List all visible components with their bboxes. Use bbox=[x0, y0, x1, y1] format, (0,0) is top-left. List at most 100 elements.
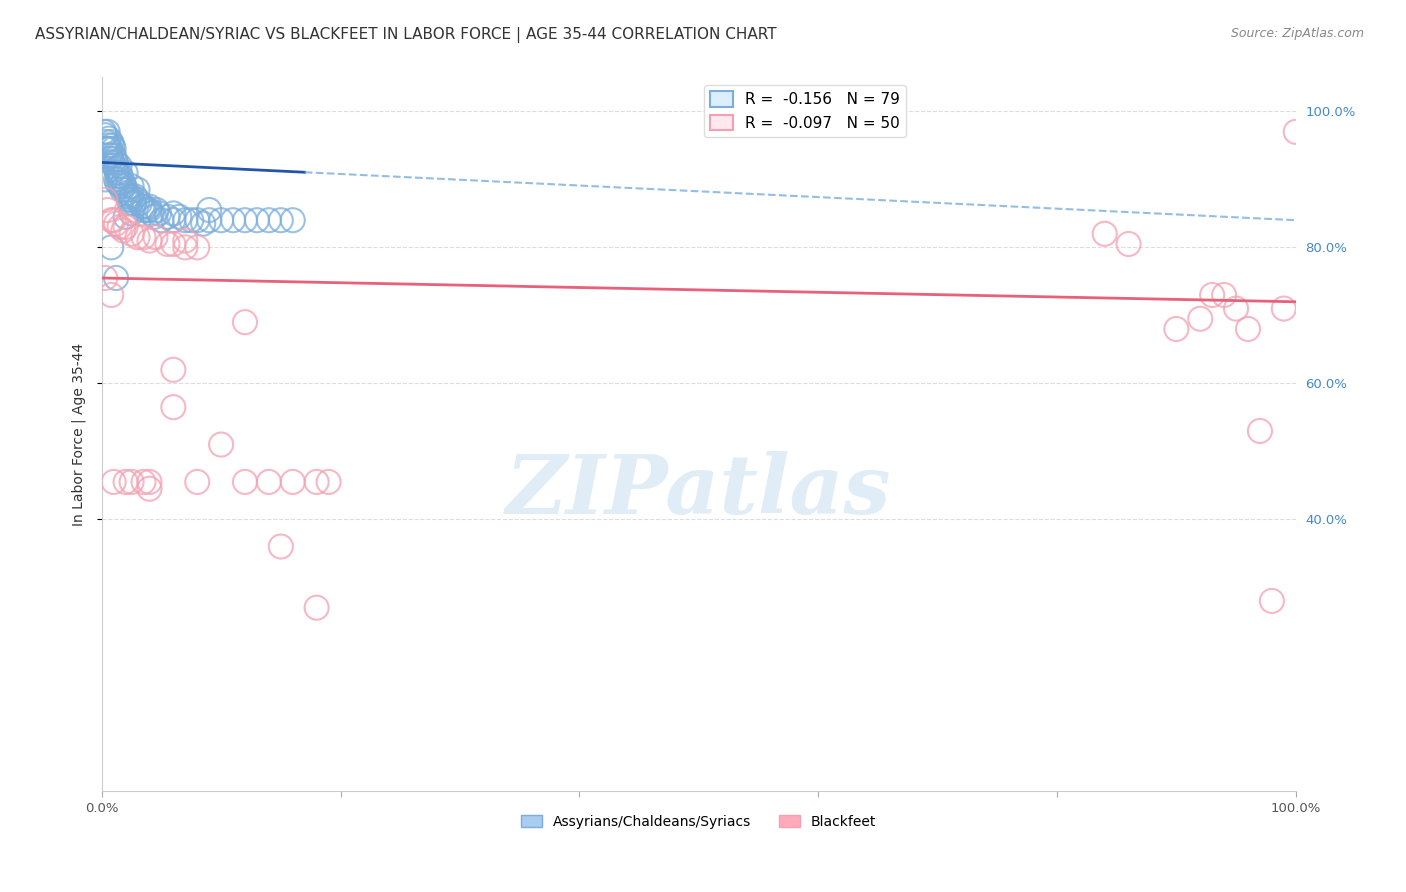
Point bbox=[174, 213, 197, 227]
Point bbox=[105, 271, 128, 285]
Point bbox=[180, 213, 202, 227]
Point bbox=[209, 213, 232, 227]
Point bbox=[112, 176, 135, 190]
Point bbox=[105, 172, 128, 186]
Point bbox=[97, 138, 120, 153]
Point bbox=[127, 193, 149, 207]
Point bbox=[105, 217, 128, 231]
Point bbox=[120, 196, 142, 211]
Point bbox=[162, 237, 184, 252]
Point bbox=[156, 210, 179, 224]
Point bbox=[174, 240, 197, 254]
Point bbox=[138, 202, 160, 217]
Point bbox=[281, 213, 304, 227]
Point bbox=[150, 213, 173, 227]
Point bbox=[209, 437, 232, 451]
Point bbox=[1189, 311, 1212, 326]
Point bbox=[136, 202, 159, 217]
Point bbox=[105, 176, 128, 190]
Point bbox=[138, 234, 160, 248]
Point bbox=[108, 159, 131, 173]
Point bbox=[129, 196, 152, 211]
Point bbox=[138, 200, 160, 214]
Point bbox=[110, 179, 132, 194]
Point bbox=[100, 135, 122, 149]
Point bbox=[143, 210, 166, 224]
Point bbox=[100, 240, 122, 254]
Point bbox=[1201, 288, 1223, 302]
Point bbox=[114, 183, 136, 197]
Point bbox=[103, 148, 125, 162]
Point bbox=[1213, 288, 1236, 302]
Point bbox=[94, 142, 117, 156]
Point bbox=[114, 166, 136, 180]
Point bbox=[1118, 237, 1140, 252]
Point bbox=[1249, 424, 1271, 438]
Point bbox=[101, 155, 124, 169]
Point bbox=[1272, 301, 1295, 316]
Point bbox=[112, 223, 135, 237]
Point bbox=[198, 213, 221, 227]
Point bbox=[138, 475, 160, 489]
Point bbox=[1225, 301, 1247, 316]
Point bbox=[233, 475, 256, 489]
Point bbox=[193, 217, 215, 231]
Point bbox=[100, 213, 122, 227]
Point bbox=[257, 213, 280, 227]
Point bbox=[97, 125, 120, 139]
Point bbox=[257, 475, 280, 489]
Point bbox=[94, 193, 117, 207]
Point bbox=[96, 135, 118, 149]
Point bbox=[103, 159, 125, 173]
Point bbox=[114, 210, 136, 224]
Text: ASSYRIAN/CHALDEAN/SYRIAC VS BLACKFEET IN LABOR FORCE | AGE 35-44 CORRELATION CHA: ASSYRIAN/CHALDEAN/SYRIAC VS BLACKFEET IN… bbox=[35, 27, 776, 43]
Point bbox=[1285, 125, 1308, 139]
Point bbox=[94, 128, 117, 143]
Point bbox=[270, 213, 292, 227]
Legend: Assyrians/Chaldeans/Syriacs, Blackfeet: Assyrians/Chaldeans/Syriacs, Blackfeet bbox=[516, 809, 882, 834]
Point bbox=[186, 213, 208, 227]
Point bbox=[100, 288, 122, 302]
Point bbox=[114, 219, 136, 234]
Point bbox=[246, 213, 269, 227]
Point bbox=[162, 400, 184, 414]
Point bbox=[305, 475, 328, 489]
Point bbox=[104, 152, 127, 166]
Point bbox=[270, 540, 292, 554]
Point bbox=[98, 148, 121, 162]
Text: ZIPatlas: ZIPatlas bbox=[506, 451, 891, 532]
Point bbox=[112, 179, 135, 194]
Point bbox=[174, 234, 197, 248]
Point bbox=[132, 202, 155, 217]
Point bbox=[222, 213, 245, 227]
Point bbox=[115, 186, 138, 200]
Point bbox=[93, 125, 115, 139]
Point bbox=[233, 315, 256, 329]
Point bbox=[186, 475, 208, 489]
Point bbox=[94, 172, 117, 186]
Point bbox=[110, 169, 132, 183]
Point bbox=[138, 482, 160, 496]
Point bbox=[124, 189, 146, 203]
Point bbox=[127, 230, 149, 244]
Point bbox=[101, 138, 124, 153]
Point bbox=[105, 155, 128, 169]
Point bbox=[100, 152, 122, 166]
Point bbox=[121, 475, 143, 489]
Point bbox=[1166, 322, 1188, 336]
Point bbox=[122, 196, 145, 211]
Point bbox=[111, 183, 134, 197]
Point bbox=[1237, 322, 1260, 336]
Point bbox=[98, 142, 121, 156]
Point bbox=[121, 179, 143, 194]
Point bbox=[1261, 594, 1284, 608]
Point bbox=[134, 200, 156, 214]
Point bbox=[141, 206, 163, 220]
Point bbox=[97, 131, 120, 145]
Point bbox=[281, 475, 304, 489]
Point bbox=[97, 142, 120, 156]
Point bbox=[121, 193, 143, 207]
Text: Source: ZipAtlas.com: Source: ZipAtlas.com bbox=[1230, 27, 1364, 40]
Point bbox=[108, 219, 131, 234]
Point bbox=[121, 189, 143, 203]
